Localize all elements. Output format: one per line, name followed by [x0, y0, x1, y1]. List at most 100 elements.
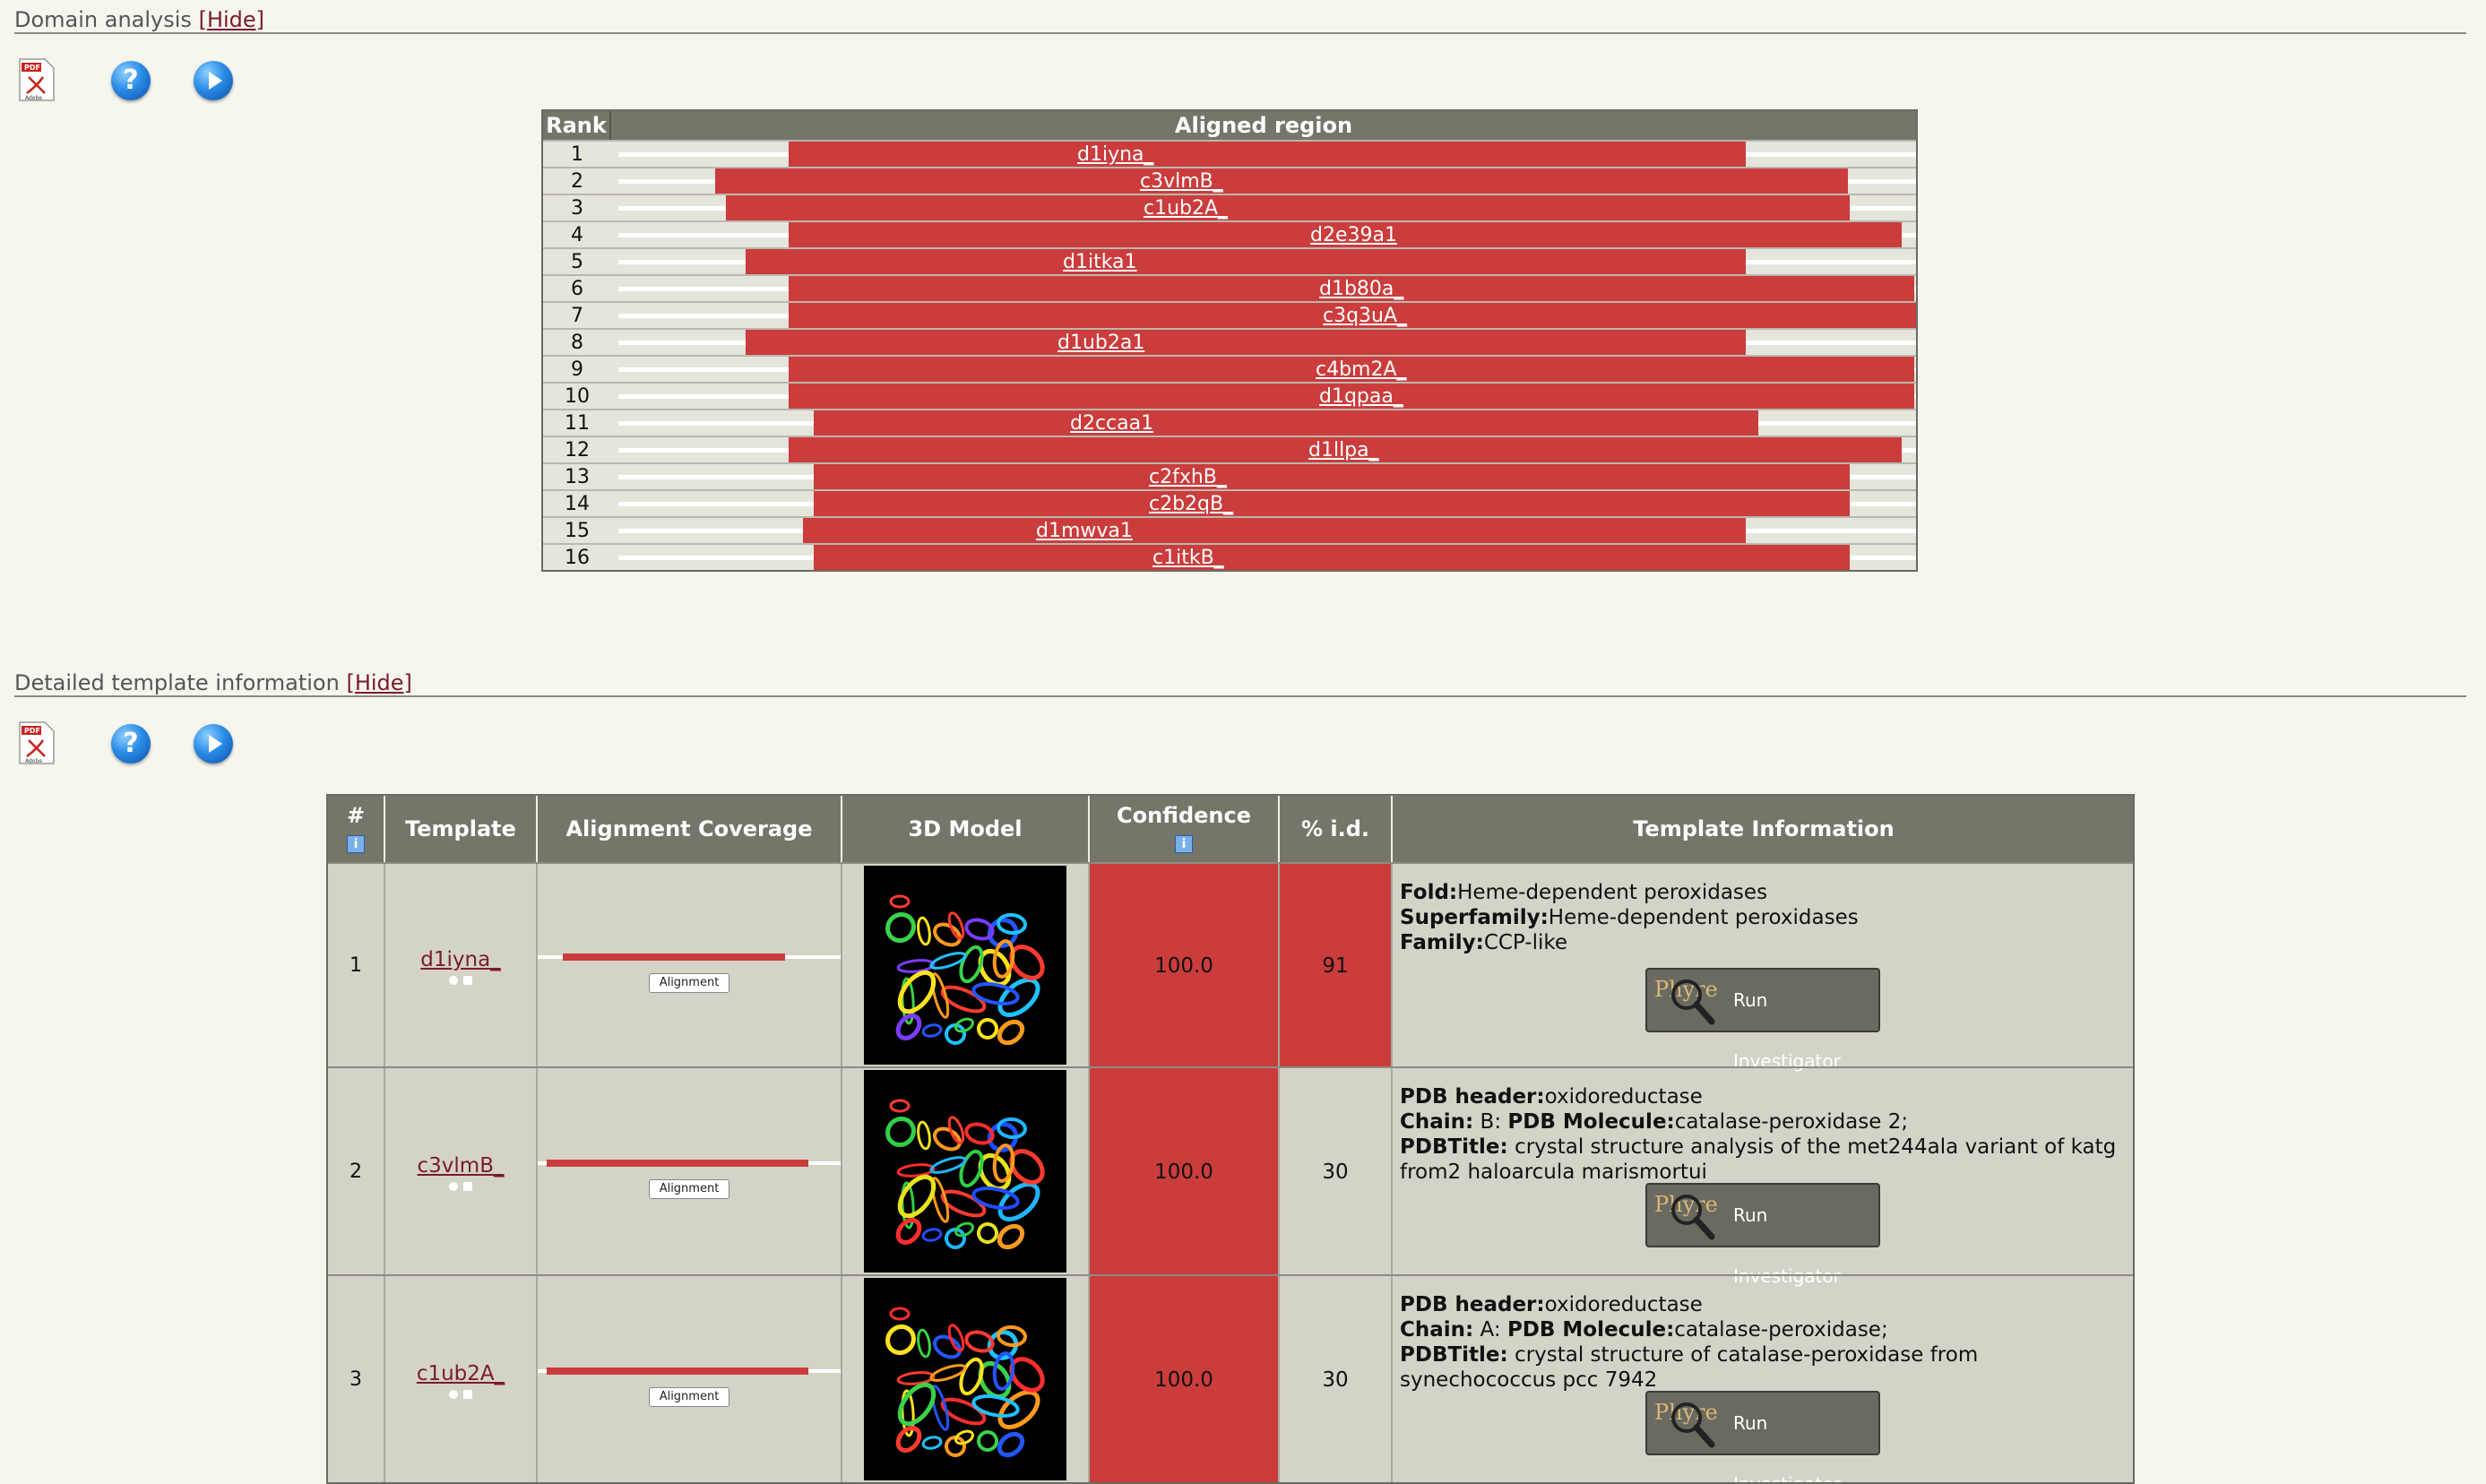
domain-template-link[interactable]: d1itka1 [1063, 251, 1137, 273]
template-row: 3 c1ub2A_ Alignment 100.0 30 PDB header:oxido… [328, 1274, 2133, 1482]
template-info-line: Superfamily:Heme-dependent peroxidases [1400, 905, 2124, 930]
domain-template-link[interactable]: c3q3uA_ [1323, 305, 1408, 327]
template-info-line: PDBTitle: crystal structure of catalase-… [1400, 1342, 2124, 1393]
info-value: B: [1473, 1110, 1508, 1134]
alignment-button[interactable]: Alignment [649, 973, 729, 993]
info-icon[interactable]: i [1175, 835, 1193, 853]
coverage-bar [563, 953, 785, 961]
domain-template-link[interactable]: c2fxhB_ [1149, 466, 1227, 488]
domain-template-link[interactable]: d1ub2a1 [1057, 332, 1145, 354]
phyre-magnifier-icon: Phyre [1654, 1192, 1718, 1240]
domain-row: 2 c3vlmB_ [543, 167, 1916, 194]
circle-icon[interactable] [449, 976, 458, 985]
3d-model-image[interactable] [864, 1070, 1066, 1273]
run-investigator-label: Run Investigator [1733, 1204, 1841, 1287]
domain-template-link[interactable]: d1qpaa_ [1319, 385, 1403, 408]
template-table-header: # i Template Alignment Coverage 3D Model… [328, 796, 2133, 862]
3d-model-image[interactable] [864, 866, 1066, 1065]
template-view-icons [385, 1181, 536, 1192]
square-icon[interactable] [463, 976, 472, 985]
info-cell: PDB header:oxidoreductase Chain: B: PDB M… [1393, 1068, 2133, 1287]
rank-cell: 10 [565, 385, 590, 408]
info-key: PDB Molecule: [1507, 1110, 1675, 1134]
domain-template-link[interactable]: c1itkB_ [1152, 547, 1224, 569]
template-info-table: # i Template Alignment Coverage 3D Model… [326, 794, 2135, 1484]
phyre-magnifier-icon: Phyre [1654, 977, 1718, 1025]
domain-template-link[interactable]: c2b2qB_ [1149, 493, 1234, 515]
info-cell: PDB header:oxidoreductase Chain: A: PDB M… [1393, 1276, 2133, 1482]
3d-model-image[interactable] [864, 1278, 1066, 1480]
model-cell [842, 1276, 1090, 1482]
domain-row: 8 d1ub2a1 [543, 328, 1916, 355]
info-key: Chain: [1400, 1318, 1474, 1342]
rank-cell: 3 [328, 1276, 385, 1482]
template-info-title: Detailed template information [Hide] [14, 670, 412, 695]
domain-row: 15 d1mwva1 [543, 516, 1916, 543]
info-key: Superfamily: [1400, 906, 1549, 929]
aligned-region-bar: d1ub2a1 [746, 330, 1746, 355]
square-icon[interactable] [463, 1390, 472, 1399]
domain-template-link[interactable]: d1b80a_ [1319, 278, 1404, 300]
num-header-label: # [346, 803, 366, 828]
alignment-button[interactable]: Alignment [649, 1179, 729, 1199]
play-icon[interactable] [194, 57, 240, 104]
info-key: PDB header: [1400, 1293, 1545, 1316]
domain-template-link[interactable]: d1iyna_ [1077, 143, 1154, 166]
domain-analysis-hide-link[interactable]: [Hide] [198, 7, 265, 32]
coverage-bar [547, 1368, 808, 1375]
pdf-icon[interactable]: PDF Adobe [16, 57, 63, 104]
domain-row: 14 c2b2qB_ [543, 489, 1916, 516]
run-investigator-button[interactable]: Phyre Run Investigator [1645, 968, 1880, 1072]
info-key: Family: [1400, 931, 1484, 954]
template-row: 1 d1iyna_ Alignment 100.0 91 Fold:Heme-depend… [328, 862, 2133, 1072]
domain-analysis-label: Domain analysis [14, 7, 192, 32]
alignment-button[interactable]: Alignment [649, 1387, 729, 1407]
domain-analysis-title: Domain analysis [Hide] [14, 7, 264, 32]
svg-text:Adobe: Adobe [25, 758, 42, 764]
play-icon[interactable] [194, 720, 240, 767]
run-investigator-button[interactable]: Phyre Run Investigator [1645, 1183, 1880, 1287]
rank-cell: 9 [571, 358, 583, 381]
info-cell: Fold:Heme-dependent peroxidases Superfami… [1393, 864, 2133, 1072]
domain-row: 1 d1iyna_ [543, 140, 1916, 167]
coverage-cell: Alignment [538, 864, 842, 1066]
aligned-region-bar: d1iyna_ [789, 142, 1746, 167]
template-info-line: Chain: B: PDB Molecule:catalase-peroxida… [1400, 1109, 2124, 1135]
rank-header: Rank [543, 111, 611, 140]
domain-template-link[interactable]: c1ub2A_ [1144, 197, 1229, 220]
rank-cell: 11 [565, 412, 590, 435]
aligned-region-bar: d2e39a1 [789, 222, 1902, 247]
aligned-region-bar: c3vlmB_ [715, 168, 1848, 194]
square-icon[interactable] [463, 1182, 472, 1191]
template-info-text: PDB header:oxidoreductase Chain: A: PDB M… [1400, 1292, 2124, 1393]
domain-template-link[interactable]: d2ccaa1 [1070, 412, 1154, 435]
domain-template-link[interactable]: c4bm2A_ [1316, 358, 1407, 381]
info-value: A: [1473, 1318, 1507, 1342]
rank-cell: 2 [571, 170, 583, 193]
coverage-header: Alignment Coverage [538, 796, 842, 862]
domain-template-link[interactable]: d1llpa_ [1308, 439, 1379, 462]
rank-cell: 2 [328, 1068, 385, 1274]
domain-template-link[interactable]: d1mwva1 [1036, 520, 1133, 542]
domain-template-link[interactable]: c3vlmB_ [1140, 170, 1223, 193]
confidence-header-label: Confidence [1116, 803, 1252, 828]
aligned-region-bar: d2ccaa1 [814, 410, 1758, 436]
template-link[interactable]: c3vlmB_ [417, 1154, 505, 1178]
template-link[interactable]: c1ub2A_ [416, 1362, 505, 1385]
aligned-region-bar: c1itkB_ [814, 545, 1850, 570]
template-info-hide-link[interactable]: [Hide] [346, 670, 412, 695]
run-investigator-button[interactable]: Phyre Run Investigator [1645, 1391, 1880, 1482]
domain-template-link[interactable]: d2e39a1 [1310, 224, 1397, 246]
template-link[interactable]: d1iyna_ [420, 948, 501, 971]
help-icon[interactable]: ? [111, 57, 158, 104]
help-icon[interactable]: ? [111, 720, 158, 767]
template-cell: d1iyna_ [385, 864, 538, 1066]
circle-icon[interactable] [449, 1390, 458, 1399]
pid-cell: 30 [1280, 1276, 1393, 1482]
template-cell: c1ub2A_ [385, 1276, 538, 1482]
info-icon[interactable]: i [347, 835, 365, 853]
circle-icon[interactable] [449, 1182, 458, 1191]
info-value: Heme-dependent peroxidases [1548, 906, 1859, 929]
pdf-icon[interactable]: PDF Adobe [16, 720, 63, 767]
template-info-line: Chain: A: PDB Molecule:catalase-peroxida… [1400, 1317, 2124, 1342]
